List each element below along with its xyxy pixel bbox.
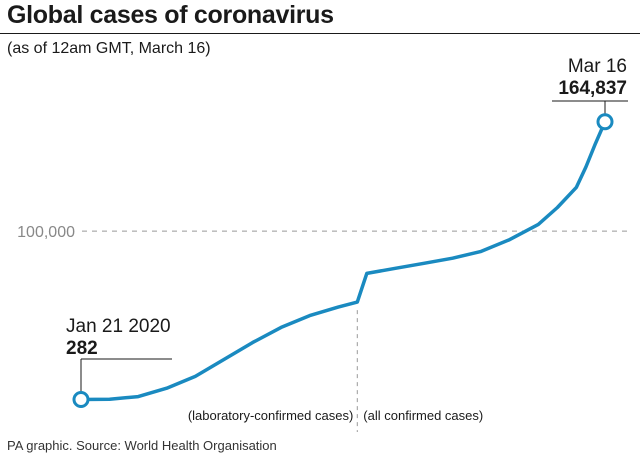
start-value-label: 282 xyxy=(66,338,98,359)
start-date-label: Jan 21 2020 xyxy=(66,316,171,337)
end-date-label: Mar 16 xyxy=(568,56,627,77)
chart-title: Global cases of coronavirus xyxy=(7,1,334,29)
divider-right-label: (all confirmed cases) xyxy=(363,408,483,423)
end-point-marker xyxy=(596,113,614,131)
source-note: PA graphic. Source: World Health Organis… xyxy=(7,438,277,453)
end-value-label: 164,837 xyxy=(558,78,627,99)
start-point-marker xyxy=(72,391,90,409)
divider-left-label: (laboratory-confirmed cases) xyxy=(188,408,353,423)
title-divider xyxy=(0,33,640,34)
chart-subtitle: (as of 12am GMT, March 16) xyxy=(7,40,211,57)
series-line xyxy=(79,119,607,402)
y-tick-label: 100,000 xyxy=(17,224,75,241)
